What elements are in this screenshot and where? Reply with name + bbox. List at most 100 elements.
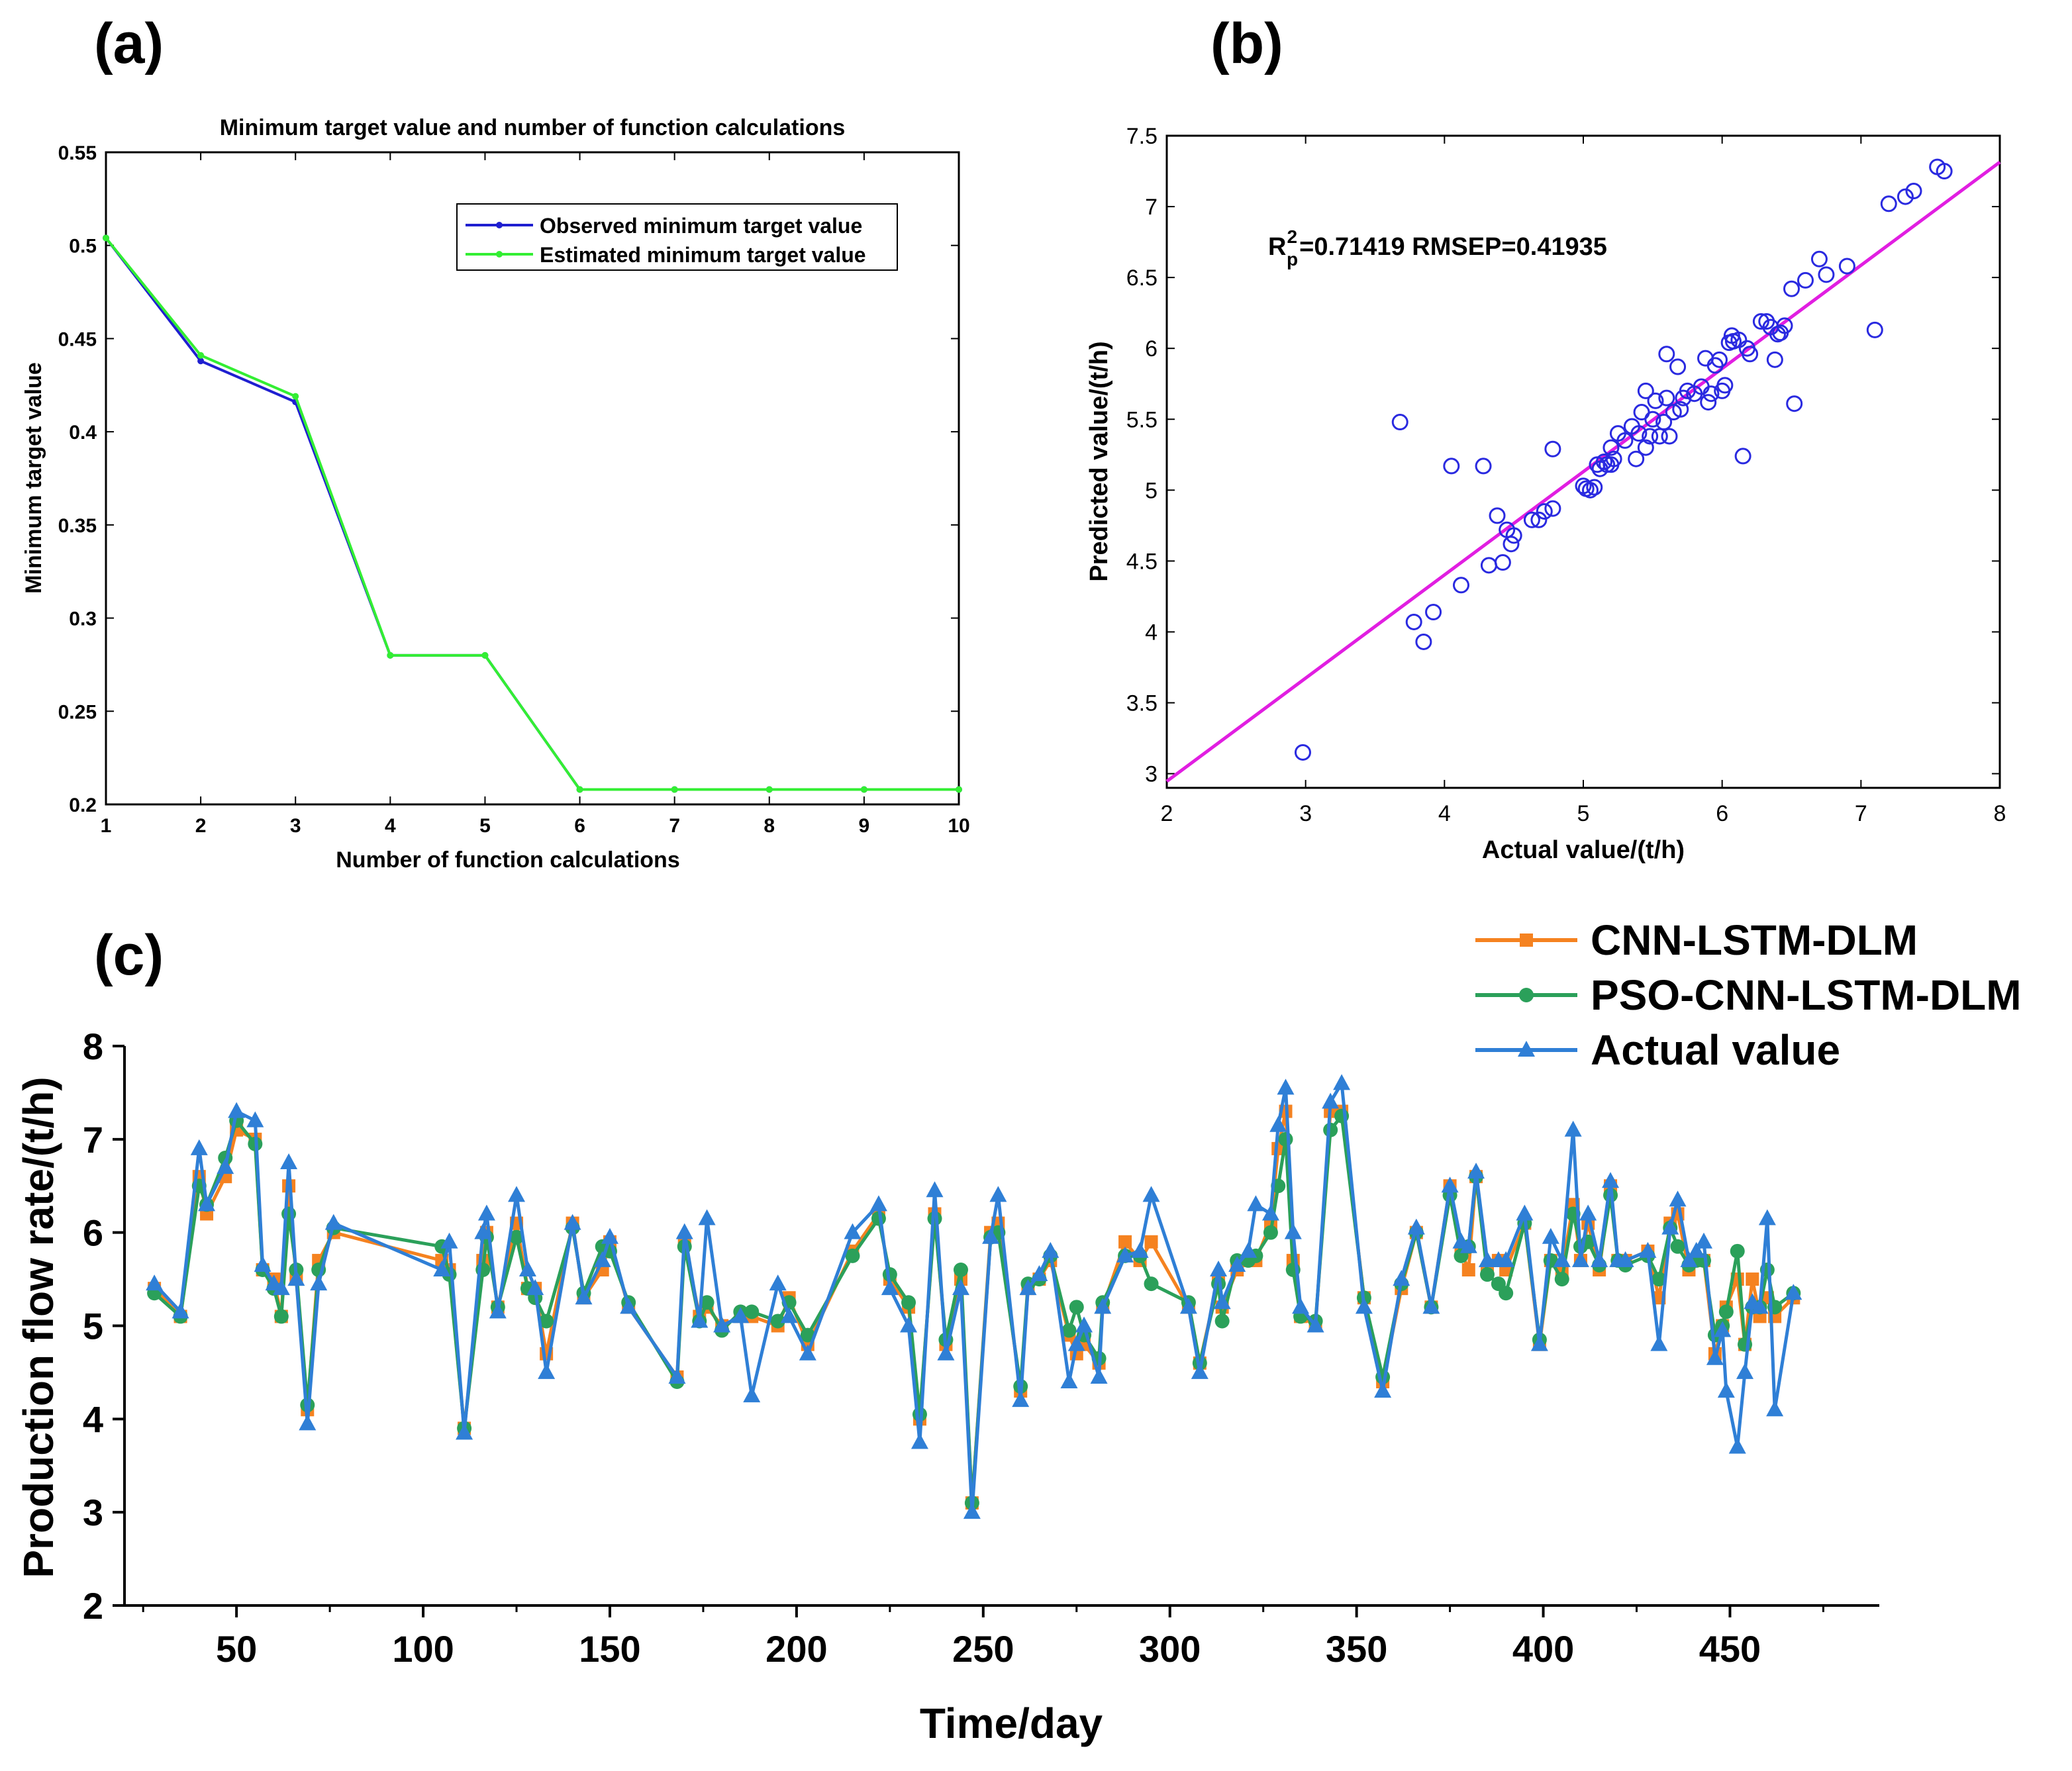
chart-c-xtick-label: 250 xyxy=(952,1628,1014,1670)
chart-c-point xyxy=(1179,1298,1197,1314)
chart-b-point xyxy=(1628,450,1645,467)
chart-b-point xyxy=(1544,440,1561,457)
chart-c-point xyxy=(1591,1251,1608,1267)
chart-c-point xyxy=(474,1223,492,1239)
chart-c-point xyxy=(518,1261,536,1276)
chart-c-legend-cnn: CNN-LSTM-DLM xyxy=(1591,916,1918,964)
chart-c-point xyxy=(1322,1092,1340,1109)
chart-c-point xyxy=(800,1327,815,1343)
chart-c-point xyxy=(1116,1246,1134,1263)
chart-a-xtick-label: 4 xyxy=(385,815,396,837)
chart-c-point xyxy=(1717,1382,1735,1398)
chart-c-point xyxy=(845,1248,860,1263)
chart-c-series-0 xyxy=(148,1104,1801,1510)
chart-b-point xyxy=(1581,481,1599,499)
chart-c-point xyxy=(1564,1120,1582,1137)
chart-c-point xyxy=(713,1316,731,1333)
chart-b-point xyxy=(1605,450,1622,467)
chart-c-point xyxy=(1652,1272,1667,1287)
chart-b-ytick-label: 4.5 xyxy=(1126,549,1158,574)
chart-b-point xyxy=(1536,503,1553,520)
chart-c-point xyxy=(1669,1190,1687,1207)
chart-c-point xyxy=(1061,1323,1077,1338)
chart-c-ytick-label: 8 xyxy=(83,1026,103,1067)
chart-b-point xyxy=(1494,554,1511,571)
panel-label-a: (a) xyxy=(94,12,164,75)
chart-b-xlabel: Actual value/(t/h) xyxy=(1482,836,1685,864)
chart-c-point xyxy=(732,1307,750,1323)
chart-b-point xyxy=(1647,392,1664,409)
chart-c-point xyxy=(456,1423,473,1440)
chart-c-point xyxy=(1766,1400,1784,1417)
chart-b-point xyxy=(1415,633,1432,650)
chart-c-point xyxy=(146,1274,164,1291)
chart-b-point xyxy=(1637,439,1654,456)
chart-c-point xyxy=(937,1344,955,1361)
chart-c-point xyxy=(1479,1267,1495,1282)
chart-c-point xyxy=(1571,1251,1589,1267)
chart-c-point xyxy=(952,1279,969,1296)
chart-c-point xyxy=(1714,1321,1732,1337)
chart-c-point xyxy=(1530,1335,1548,1351)
chart-c-point xyxy=(246,1111,264,1127)
chart-c-xtick-label: 100 xyxy=(392,1628,454,1670)
chart-c-point xyxy=(564,1214,581,1230)
chart-c-point xyxy=(273,1309,289,1324)
chart-c-legend-marker-0 xyxy=(1520,933,1533,947)
chart-a-point xyxy=(197,358,205,365)
chart-c-point xyxy=(1616,1251,1634,1267)
chart-a-point xyxy=(197,352,205,359)
chart-b-ytick-label: 7 xyxy=(1145,195,1158,220)
chart-b-point xyxy=(1658,346,1675,363)
chart-c-point xyxy=(1069,1300,1084,1315)
chart-c-series-line-1 xyxy=(153,1114,1795,1505)
chart-c-point xyxy=(770,1314,785,1329)
chart-a-title: Minimum target value and number of funct… xyxy=(220,115,846,140)
chart-c-point xyxy=(601,1227,618,1244)
chart-c-point xyxy=(1497,1251,1515,1267)
chart-b-ytick-label: 6.5 xyxy=(1126,265,1158,291)
chart-c-legend-marker-1 xyxy=(1519,988,1534,1002)
chart-a-ytick-label: 0.45 xyxy=(58,328,97,350)
chart-c-point xyxy=(287,1270,305,1286)
chart-c-point xyxy=(1210,1261,1228,1276)
chart-b-xtick-label: 7 xyxy=(1855,801,1867,826)
chart-c-point xyxy=(744,1304,760,1319)
chart-c-point xyxy=(280,1153,298,1170)
chart-c-xlabel: Time/day xyxy=(920,1699,1103,1747)
chart-c-point xyxy=(1012,1391,1030,1408)
chart-c-legend-actual: Actual value xyxy=(1591,1026,1840,1074)
chart-c-point xyxy=(1499,1286,1514,1301)
chart-b-xtick-label: 3 xyxy=(1299,801,1312,826)
chart-c-point xyxy=(1393,1270,1410,1286)
chart-c-point xyxy=(620,1298,638,1314)
chart-b-point xyxy=(1866,321,1883,338)
chart-c-point xyxy=(477,1204,495,1221)
chart-c-point xyxy=(172,1302,189,1319)
chart-b-point xyxy=(1503,536,1520,553)
chart-c-point xyxy=(539,1314,554,1329)
chart-c-point xyxy=(1542,1227,1559,1244)
chart-a-ytick-label: 0.2 xyxy=(69,794,97,816)
chart-a-xtick-label: 9 xyxy=(859,815,870,837)
chart-c-xtick-label: 300 xyxy=(1139,1628,1201,1670)
chart-b-point xyxy=(1730,331,1748,348)
chart-c-point xyxy=(1263,1225,1278,1240)
chart-c-point xyxy=(1758,1209,1776,1225)
chart-c-point xyxy=(953,1263,968,1277)
chart-b-point xyxy=(1544,500,1561,517)
chart-c-point xyxy=(1019,1279,1037,1296)
chart-c-point xyxy=(1142,1186,1160,1202)
chart-b-point xyxy=(1936,163,1953,180)
chart-c-point xyxy=(1407,1218,1425,1235)
chart-c-point xyxy=(593,1251,611,1267)
chart-a-point xyxy=(292,393,299,400)
chart-a-point xyxy=(576,786,583,793)
chart-b-ytick-label: 5.5 xyxy=(1126,407,1158,432)
chart-a-xtick-label: 10 xyxy=(948,815,969,837)
chart-b-point xyxy=(1700,394,1717,411)
chart-c-point xyxy=(989,1186,1007,1202)
chart-c-ytick-label: 6 xyxy=(83,1212,103,1254)
chart-c-point xyxy=(1516,1204,1534,1221)
chart-c-point xyxy=(1067,1335,1085,1351)
